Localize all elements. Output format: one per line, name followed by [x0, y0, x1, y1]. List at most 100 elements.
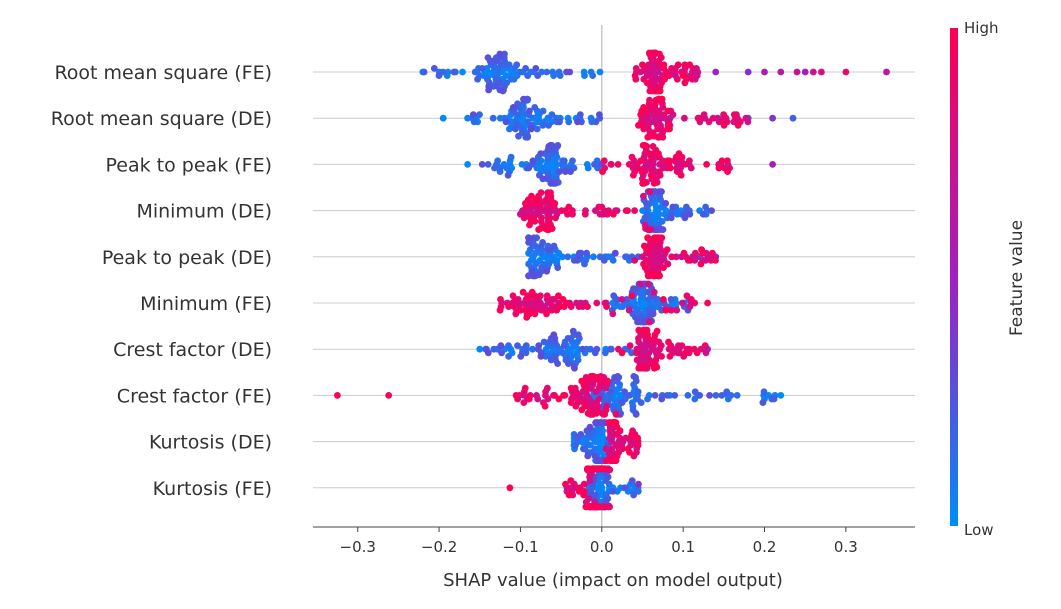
shap-point [565, 118, 573, 126]
shap-point [569, 327, 577, 335]
shap-point [578, 377, 586, 385]
shap-point [683, 203, 690, 211]
shap-point [598, 203, 606, 211]
shap-point [658, 395, 666, 403]
shap-point [550, 392, 557, 399]
shap-point [610, 210, 617, 218]
shap-point [692, 249, 699, 257]
shap-point [540, 338, 548, 346]
shap-point [611, 249, 619, 257]
shap-point [526, 221, 533, 229]
shap-point [626, 449, 633, 456]
shap-point [602, 349, 609, 357]
shap-point [507, 153, 515, 161]
x-axis-title: SHAP value (impact on model output) [443, 570, 783, 591]
shap-point [724, 168, 731, 176]
shap-point [618, 399, 626, 406]
shap-point [646, 150, 653, 158]
shap-point [537, 292, 544, 300]
shap-point [607, 345, 615, 353]
shap-point [524, 133, 531, 141]
shap-point [576, 111, 584, 118]
shap-point [667, 296, 675, 303]
shap-point [590, 253, 597, 261]
shap-point [572, 441, 579, 449]
shap-point [632, 411, 640, 418]
shap-point [450, 68, 458, 76]
shap-point [618, 296, 626, 303]
shap-point [640, 242, 648, 250]
shap-point [509, 292, 517, 300]
shap-point [789, 114, 797, 122]
shap-point [610, 457, 618, 464]
shap-point [505, 342, 512, 349]
shap-point [650, 288, 658, 296]
shap-point [609, 488, 617, 495]
shap-point [560, 303, 568, 310]
shap-point [715, 164, 723, 172]
shap-point [701, 342, 709, 349]
shap-point [655, 272, 663, 280]
shap-point [730, 111, 738, 118]
shap-point [640, 125, 648, 133]
shap-point [630, 171, 637, 179]
shap-point [552, 214, 559, 222]
shap-point [693, 349, 701, 357]
shap-point [697, 260, 705, 268]
shap-point [630, 285, 637, 292]
shap-point [622, 253, 629, 261]
shap-point [525, 272, 532, 280]
shap-point [637, 157, 645, 165]
shap-point [564, 335, 572, 342]
shap-point [594, 465, 602, 473]
shap-point [541, 402, 549, 410]
shap-point [635, 326, 643, 334]
shap-point [589, 72, 597, 79]
shap-point [644, 395, 651, 403]
shap-point [653, 327, 661, 335]
shap-point [534, 72, 542, 79]
x-tick-label: 0.3 [834, 538, 858, 556]
shap-point [559, 296, 567, 303]
shap-point [532, 196, 540, 204]
shap-point [709, 249, 716, 257]
feature-labels: Root mean square (FE) Root mean square (D… [51, 62, 272, 500]
shap-point [523, 314, 531, 321]
shap-point [420, 68, 428, 76]
shap-point [551, 200, 559, 207]
shap-point [593, 410, 600, 417]
shap-point [334, 392, 341, 399]
shap-point [706, 392, 713, 399]
shap-point [510, 75, 518, 83]
shap-point [700, 111, 708, 118]
shap-point [661, 75, 668, 83]
shap-point [632, 65, 640, 72]
shap-point [497, 342, 505, 349]
shap-point [665, 338, 672, 346]
feature-label: Peak to peak (DE) [102, 247, 272, 269]
shap-point [621, 484, 629, 492]
shap-point [464, 114, 471, 122]
shap-point [527, 125, 535, 133]
shap-point [688, 75, 696, 83]
shap-point [520, 399, 528, 406]
shap-point [566, 68, 574, 76]
shap-point [674, 61, 682, 69]
shap-point [548, 111, 556, 118]
feature-label: Peak to peak (FE) [106, 154, 272, 176]
shap-point [668, 65, 675, 72]
colorbar-gradient [950, 28, 958, 526]
shap-point [535, 342, 543, 349]
shap-point [650, 364, 658, 372]
shap-point [603, 303, 610, 310]
shap-point [439, 114, 447, 122]
shap-point [592, 419, 600, 426]
shap-point [656, 171, 664, 179]
shap-point [635, 364, 643, 372]
shap-point [596, 68, 604, 76]
shap-point [498, 349, 505, 357]
shap-point [635, 480, 642, 488]
shap-point [580, 480, 588, 488]
shap-point [596, 210, 604, 218]
x-tick-label: −0.2 [421, 538, 457, 556]
